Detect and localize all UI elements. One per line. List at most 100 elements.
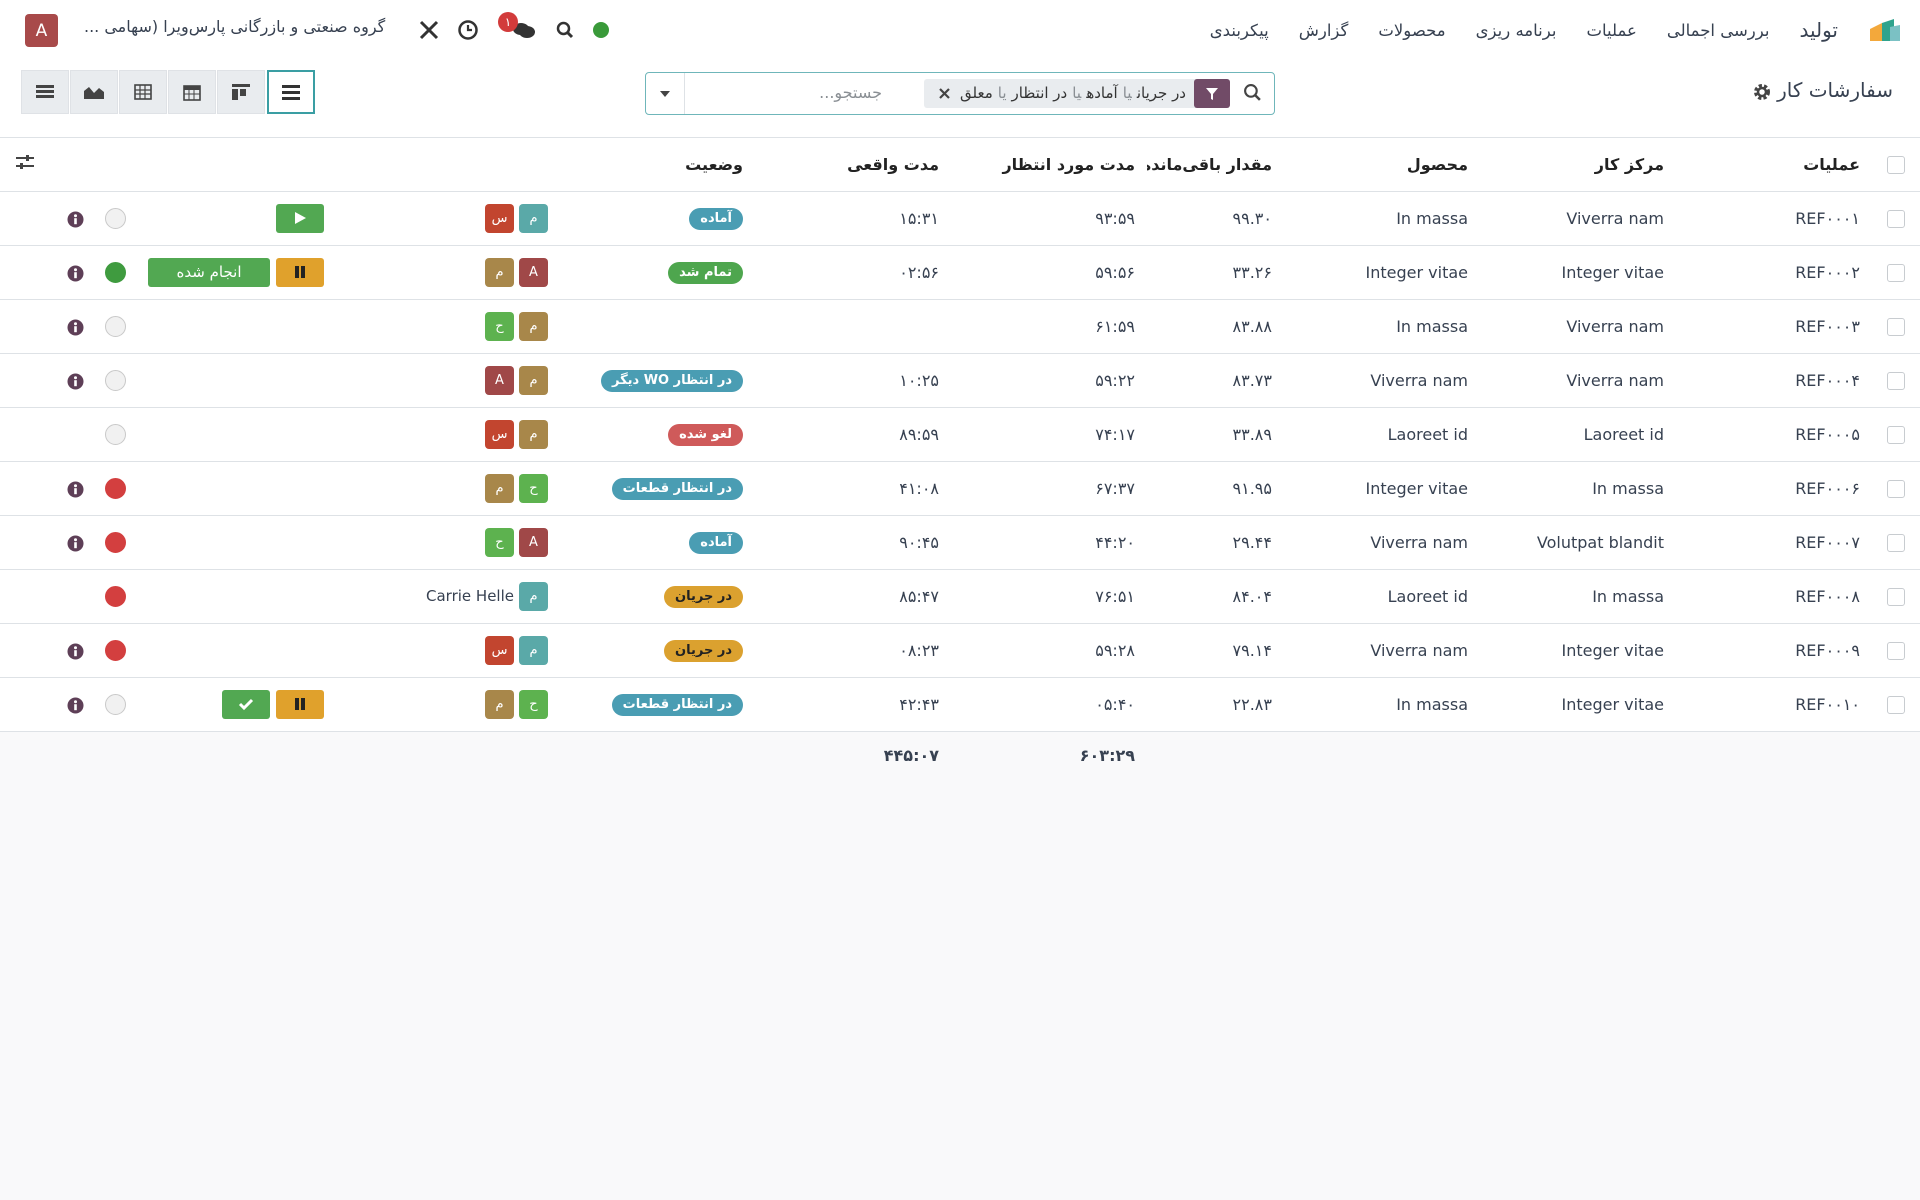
work-order-row[interactable]: REF۰۰۰۳ Viverra nam In massa ۸۳.۸۸ ۶۱:۵۹ مح [0,299,1920,354]
work-order-row[interactable]: REF۰۰۰۶ In massa Integer vitae ۹۱.۹۵ ۶۷:۳۷ ۴۱… [0,461,1920,516]
pause-button[interactable] [276,257,324,287]
app-name[interactable]: تولید [1799,18,1838,42]
kanban-state[interactable] [104,585,126,607]
kanban-state[interactable] [104,207,126,229]
settings-gear[interactable] [1753,83,1771,101]
kanban-state[interactable] [104,369,126,391]
spacer-cell [0,191,50,246]
select-cell [1872,353,1920,408]
company-name[interactable]: گروه صنعتی و بازرگانی پارس‌ویرا (سهامی .… [84,17,386,36]
done-button[interactable]: انجام شده [148,257,270,287]
info-icon[interactable] [67,535,84,552]
menu-item[interactable]: عملیات [1586,20,1637,40]
checkbox[interactable] [1887,641,1905,660]
work-order-row[interactable]: REF۰۰۰۱ Viverra nam In massa ۹۹.۳۰ ۹۳:۵۹ ۱۵:۳… [0,191,1920,246]
expected-cell: ۴۴:۲۰ [951,515,1147,570]
spacer-cell [0,461,50,516]
kanban-state[interactable] [104,477,126,499]
pause-button[interactable] [276,689,324,719]
info-icon[interactable] [67,265,84,282]
work-order-row[interactable]: REF۰۰۱۰ Integer vitae In massa ۲۲.۸۳ ۰۵:۴۰ ۴۲… [0,677,1920,732]
facet-separator: یا [1122,84,1132,102]
totals-spacer [1147,731,1284,780]
activity-icon[interactable] [457,19,479,41]
product: Laoreet id [1387,586,1468,606]
info-icon[interactable] [67,697,84,714]
kanban-state[interactable] [104,531,126,553]
app-logo[interactable] [1868,17,1902,43]
work-center-cell: In massa [1480,461,1676,516]
assignee-avatar: A [519,257,548,287]
product: In massa [1396,208,1468,228]
checkbox[interactable] [1887,479,1905,498]
checkbox[interactable] [1887,695,1905,714]
info-cell [50,677,100,732]
info-icon[interactable] [67,373,84,390]
column-header[interactable]: مدت مورد انتظار [951,138,1147,192]
info-icon[interactable] [67,211,84,228]
search-facet[interactable]: در جریانیاآمادهیادر انتظاریامعلق [924,79,1230,108]
info-icon[interactable] [67,481,84,498]
menu-item[interactable]: پیکربندی [1209,20,1269,40]
checkbox[interactable] [1887,533,1905,552]
user-avatar[interactable]: A [25,14,58,47]
work-order-row[interactable]: REF۰۰۰۵ Laoreet id Laoreet id ۳۳.۸۹ ۷۴:۱۷ ۸۹:… [0,407,1920,462]
menu-item[interactable]: بررسی اجمالی [1666,20,1770,40]
search-icon[interactable] [556,21,574,39]
search-box[interactable]: جستجو... در جریانیاآمادهیادر انتظاریامعل… [645,72,1275,115]
info-icon[interactable] [67,643,84,660]
kanban-state[interactable] [104,693,126,715]
debug-icon[interactable] [418,19,440,41]
status-cell: در انتظار قطعات [560,677,755,732]
menu-item[interactable]: محصولات [1378,20,1446,40]
view-pivot[interactable] [119,70,167,114]
menu-item[interactable]: گزارش [1298,20,1349,40]
search-button[interactable] [1243,83,1262,102]
view-kanban[interactable] [217,70,265,114]
facet-remove[interactable] [938,87,951,100]
select-cell [1872,245,1920,300]
checkbox[interactable] [1887,263,1905,282]
kanban-state[interactable] [104,315,126,337]
assignee-name: Carrie Helle [426,587,514,605]
status-badge: آماده [689,207,743,230]
kanban-state[interactable] [104,261,126,283]
view-list[interactable] [267,70,315,114]
optional-columns[interactable] [0,138,50,192]
kanban-state[interactable] [104,639,126,661]
expected: ۵۹:۲۸ [1095,640,1135,660]
checkbox[interactable] [1887,156,1905,174]
view-activity[interactable] [21,70,69,114]
column-header[interactable]: مدت واقعی [755,138,951,192]
work-order-row[interactable]: REF۰۰۰۹ Integer vitae Viverra nam ۷۹.۱۴ ۵۹:۲… [0,623,1920,678]
info-icon[interactable] [67,319,84,336]
checkbox[interactable] [1887,587,1905,606]
work-order-row[interactable]: REF۰۰۰۴ Viverra nam Viverra nam ۸۳.۷۳ ۵۹:۲۲ ۱… [0,353,1920,408]
work-order-row[interactable]: REF۰۰۰۲ Integer vitae Integer vitae ۳۳.۲۶ ۵۹… [0,245,1920,300]
work-order-row[interactable]: REF۰۰۰۸ In massa Laoreet id ۸۴.۰۴ ۷۶:۵۱ ۸۵:۴۷… [0,569,1920,624]
view-calendar[interactable] [168,70,216,114]
assignee-avatar: ح [519,689,548,719]
checkbox[interactable] [1887,317,1905,336]
menu-item[interactable]: برنامه ریزی [1475,20,1557,40]
column-header[interactable]: وضعیت [560,138,755,192]
play-button[interactable] [276,203,324,233]
checkbox[interactable] [1887,209,1905,228]
search-placeholder[interactable]: جستجو... [819,83,882,102]
kanban-state[interactable] [104,423,126,445]
assignee-avatar: م [519,635,548,665]
work-order-list: عملیات مرکز کار محصول مقدار باقی‌مانده مدت م… [0,138,1920,780]
check-button[interactable] [222,689,270,719]
column-header[interactable]: مقدار باقی‌مانده [1147,138,1284,192]
ref: REF۰۰۰۹ [1795,640,1860,660]
column-header[interactable]: عملیات [1676,138,1872,192]
search-dropdown[interactable] [646,73,685,114]
view-graph[interactable] [70,70,118,114]
work-order-row[interactable]: REF۰۰۰۷ Volutpat blandit Viverra nam ۲۹.۴۴ ۴… [0,515,1920,570]
checkbox[interactable] [1887,425,1905,444]
column-header[interactable]: محصول [1284,138,1480,192]
select-all-cell [1872,138,1920,192]
assignee-avatar: ح [519,473,548,503]
column-header[interactable]: مرکز کار [1480,138,1676,192]
checkbox[interactable] [1887,371,1905,390]
